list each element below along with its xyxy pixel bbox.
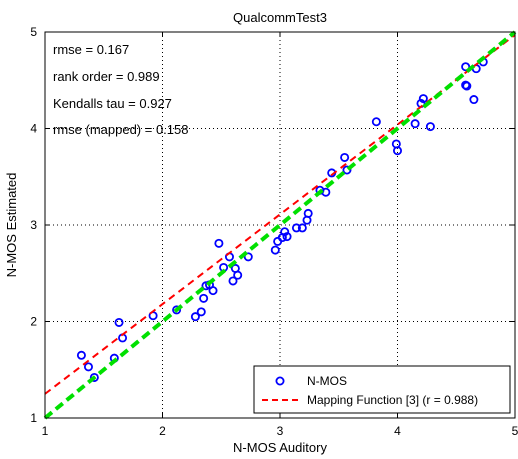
x-axis-label: N-MOS Auditory <box>233 440 327 455</box>
data-point-25 <box>282 232 292 242</box>
identity-line <box>43 30 517 420</box>
data-point-20 <box>243 252 253 262</box>
x-tick-label-1: 1 <box>42 424 49 438</box>
y-tick-label-3: 3 <box>30 218 37 232</box>
data-point-21 <box>270 245 280 255</box>
data-point-19 <box>233 270 243 280</box>
data-point-45 <box>469 95 479 105</box>
x-tick-label-4: 4 <box>394 424 401 438</box>
x-tick-label-2: 2 <box>159 424 166 438</box>
data-point-4 <box>114 317 124 327</box>
fit-lines <box>43 30 517 420</box>
data-point-44 <box>462 81 472 91</box>
legend-marker-nmos <box>275 376 285 386</box>
data-point-8 <box>190 312 200 322</box>
data-point-38 <box>410 119 420 129</box>
data-point-42 <box>461 62 471 72</box>
data-point-1 <box>83 362 93 372</box>
data-point-33 <box>340 152 350 162</box>
legend: N-MOS Mapping Function [3] (r = 0.988) <box>253 365 511 414</box>
y-axis-label: N-MOS Estimated <box>4 173 19 278</box>
grid <box>45 32 515 418</box>
legend-label-nmos: N-MOS <box>307 374 347 388</box>
data-point-41 <box>425 122 435 132</box>
stat-rmse-mapped: rmse (mapped) = 0.158 <box>53 122 188 137</box>
y-tick-label-4: 4 <box>30 122 37 136</box>
data-point-7 <box>172 305 182 315</box>
data-markers <box>76 57 488 382</box>
chart-title: QualcommTest3 <box>233 10 327 25</box>
data-point-14 <box>214 238 224 248</box>
axis-ticks: 1 2 3 4 5 1 2 3 4 5 <box>30 25 518 438</box>
data-point-40 <box>418 94 428 104</box>
data-point-13 <box>208 286 218 296</box>
data-point-37 <box>392 146 402 156</box>
stat-rank-order: rank order = 0.989 <box>53 69 160 84</box>
stat-rmse: rmse = 0.167 <box>53 42 129 57</box>
data-point-27 <box>297 223 307 233</box>
data-point-29 <box>303 208 313 218</box>
legend-box <box>253 365 511 414</box>
data-point-26 <box>291 223 301 233</box>
y-tick-label-2: 2 <box>30 315 37 329</box>
y-tick-label-5: 5 <box>30 25 37 39</box>
x-tick-label-3: 3 <box>277 424 284 438</box>
data-point-0 <box>76 350 86 360</box>
data-point-2 <box>89 372 99 382</box>
data-point-17 <box>228 276 238 286</box>
data-point-24 <box>280 227 290 237</box>
legend-label-mapping: Mapping Function [3] (r = 0.988) <box>307 393 478 407</box>
data-point-9 <box>196 307 206 317</box>
y-tick-label-1: 1 <box>30 411 37 425</box>
stats-box: rmse = 0.167 rank order = 0.989 Kendalls… <box>53 42 188 137</box>
data-point-10 <box>199 293 209 303</box>
data-point-35 <box>371 117 381 127</box>
stat-kendalls-tau: Kendalls tau = 0.927 <box>53 96 172 111</box>
x-tick-label-5: 5 <box>512 424 518 438</box>
data-point-34 <box>342 165 352 175</box>
